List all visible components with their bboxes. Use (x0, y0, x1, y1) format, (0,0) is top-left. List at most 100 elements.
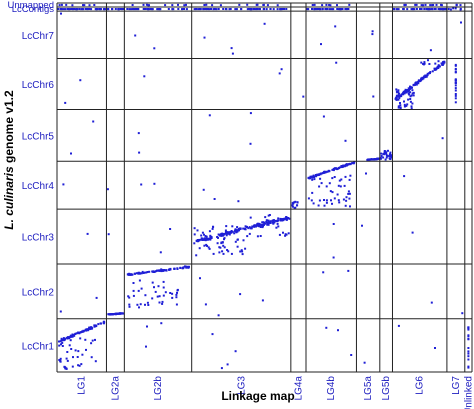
data-point (410, 107, 413, 110)
data-point (79, 337, 82, 340)
data-point (82, 8, 84, 11)
data-point (70, 8, 73, 10)
data-point (75, 8, 78, 11)
data-point (318, 8, 321, 11)
data-point (323, 204, 326, 207)
data-point (224, 229, 227, 232)
data-point (74, 333, 77, 335)
data-point (185, 3, 187, 6)
data-point (443, 61, 446, 64)
data-point (201, 237, 204, 240)
data-point (284, 234, 287, 237)
data-point (249, 216, 252, 219)
data-point (61, 339, 64, 342)
data-point (61, 341, 64, 344)
data-point (390, 154, 393, 157)
data-point (412, 8, 414, 11)
data-point (230, 252, 233, 255)
data-point (120, 8, 123, 11)
data-point (404, 3, 407, 6)
data-point (406, 8, 409, 11)
data-point (415, 83, 418, 86)
data-point (467, 328, 470, 331)
data-point (218, 246, 221, 249)
data-point (215, 8, 218, 11)
data-point (62, 8, 65, 11)
data-point (379, 157, 382, 160)
data-point (440, 62, 443, 65)
data-point (156, 8, 159, 11)
data-point (429, 8, 431, 11)
data-point (175, 293, 178, 296)
data-point (437, 8, 440, 10)
data-point (234, 8, 237, 11)
data-point (137, 289, 140, 292)
data-point (397, 105, 400, 108)
data-point (383, 153, 386, 156)
data-point (147, 8, 150, 11)
data-point (68, 344, 71, 347)
data-point (343, 184, 346, 187)
data-point (171, 4, 174, 7)
data-point (143, 75, 146, 78)
data-point (58, 340, 60, 343)
data-point (422, 63, 425, 66)
data-point (141, 270, 144, 273)
data-point (72, 8, 74, 10)
data-point (409, 86, 412, 89)
data-point (90, 327, 93, 329)
data-point (246, 235, 249, 238)
data-point (313, 8, 316, 11)
data-point (94, 360, 97, 363)
data-point (302, 95, 305, 98)
data-point (70, 152, 72, 155)
data-point (294, 206, 297, 209)
data-point (217, 8, 220, 10)
data-point (231, 225, 234, 228)
data-point (345, 196, 348, 199)
data-point (267, 219, 270, 222)
data-point (213, 198, 216, 200)
data-point (153, 182, 156, 185)
data-point (65, 357, 68, 360)
data-point (460, 21, 462, 24)
data-point (154, 270, 157, 273)
data-point (223, 246, 226, 249)
x-axis-title: Linkage map (221, 389, 294, 403)
data-point (291, 204, 294, 207)
data-point (410, 94, 413, 97)
data-point (217, 314, 220, 317)
data-point (267, 214, 270, 217)
data-point (405, 104, 408, 107)
data-point (225, 232, 228, 235)
data-point (223, 237, 226, 240)
data-point (90, 356, 93, 359)
data-point (209, 236, 212, 239)
data-point (424, 3, 427, 6)
data-point (169, 292, 172, 294)
data-point (317, 8, 320, 10)
data-point (226, 363, 229, 366)
data-point (434, 62, 437, 65)
data-point (193, 8, 196, 11)
data-point (454, 78, 457, 81)
data-point (182, 8, 185, 10)
data-point (328, 182, 331, 185)
data-point (108, 313, 111, 316)
data-point (163, 269, 166, 271)
data-point (438, 8, 441, 10)
data-point (307, 197, 310, 200)
data-point (132, 8, 135, 10)
data-point (57, 8, 60, 10)
data-point (74, 349, 77, 352)
data-point (430, 301, 433, 304)
data-point (128, 303, 131, 306)
data-point (249, 112, 252, 115)
data-point (122, 312, 125, 315)
data-point (454, 63, 457, 66)
column-label: LG2a (110, 376, 121, 401)
data-point (449, 8, 452, 11)
data-point (318, 199, 321, 202)
data-point (205, 243, 208, 246)
data-point (265, 219, 268, 222)
